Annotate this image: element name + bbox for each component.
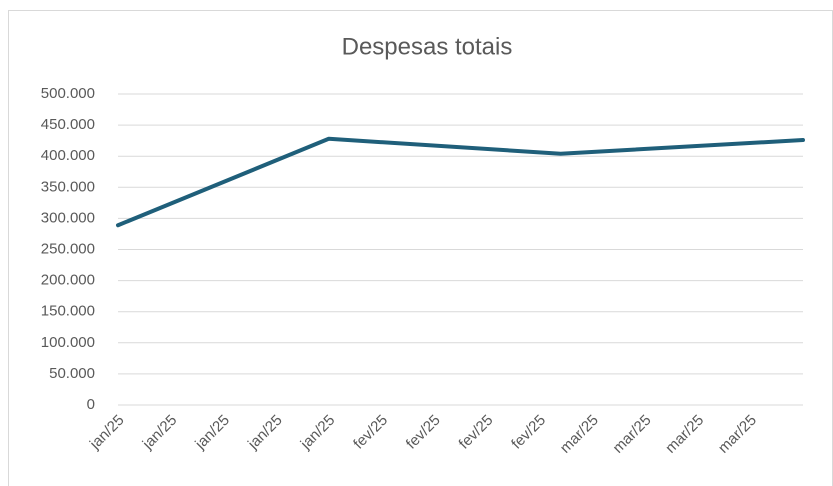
y-tick-label: 450.000 xyxy=(41,116,95,133)
y-tick-label: 250.000 xyxy=(41,240,95,257)
y-tick-label: 500.000 xyxy=(41,85,95,102)
chart-title: Despesas totais xyxy=(342,33,513,60)
y-tick-label: 50.000 xyxy=(49,365,95,382)
y-tick-label: 200.000 xyxy=(41,272,95,289)
line-series xyxy=(116,136,805,228)
y-tick-label: 300.000 xyxy=(41,209,95,226)
y-tick-label: 400.000 xyxy=(41,147,95,164)
y-tick-label: 0 xyxy=(87,396,95,413)
y-tick-label: 100.000 xyxy=(41,334,95,351)
y-tick-label: 350.000 xyxy=(41,178,95,195)
y-tick-label: 150.000 xyxy=(41,303,95,320)
chart-frame xyxy=(8,10,833,486)
